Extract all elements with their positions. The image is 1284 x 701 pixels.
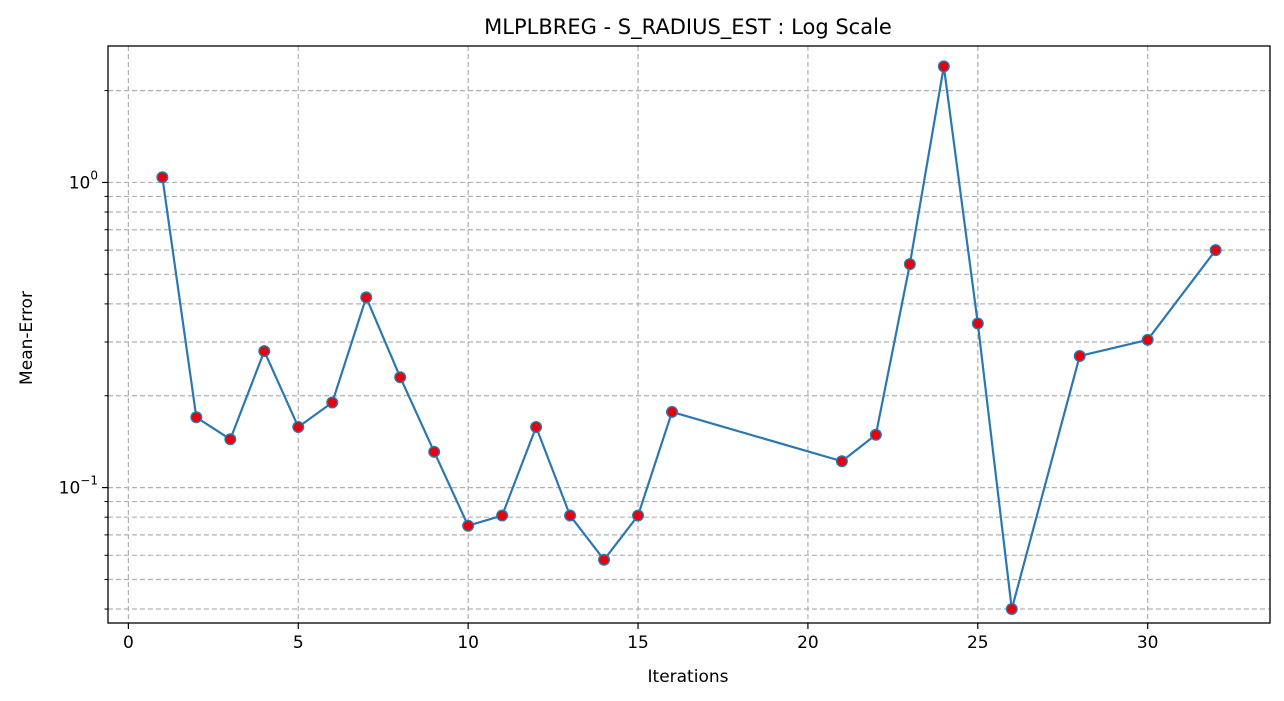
data-point — [190, 411, 203, 424]
chart-title: MLPLBREG - S_RADIUS_EST : Log Scale — [484, 15, 892, 40]
data-point — [971, 317, 984, 330]
data-point — [326, 396, 339, 409]
data-point — [903, 258, 916, 271]
data-point — [564, 509, 577, 522]
data-point — [835, 455, 848, 468]
series-layer — [156, 60, 1222, 616]
x-tick-label: 15 — [627, 633, 649, 653]
data-point — [224, 433, 237, 446]
data-point — [632, 509, 645, 522]
data-point — [258, 345, 271, 358]
data-point — [1209, 244, 1222, 257]
data-point — [530, 420, 543, 433]
data-point — [937, 60, 950, 73]
data-point — [1005, 603, 1018, 616]
x-tick-label: 30 — [1137, 633, 1159, 653]
x-tick-label: 25 — [967, 633, 989, 653]
data-point — [394, 371, 407, 384]
data-point — [869, 428, 882, 441]
y-tick-label: 10−1 — [59, 474, 98, 499]
data-point — [292, 420, 305, 433]
data-point — [666, 405, 679, 418]
x-tick-label: 0 — [123, 633, 134, 653]
x-tick-label: 10 — [457, 633, 479, 653]
y-tick-label: 100 — [69, 168, 98, 193]
x-tick-label: 5 — [293, 633, 304, 653]
grid — [108, 46, 1270, 623]
data-point — [156, 171, 169, 184]
series-line — [161, 65, 1217, 611]
data-point — [496, 509, 509, 522]
data-point — [1141, 333, 1154, 346]
x-axis-label: Iterations — [648, 667, 729, 687]
data-point — [598, 553, 611, 566]
data-point — [360, 291, 373, 304]
x-tick-label: 20 — [797, 633, 819, 653]
data-point — [462, 519, 475, 532]
data-point — [428, 445, 441, 458]
tick-layer: 0 5 10 15 20 25 30 100 10−1 — [59, 90, 1159, 653]
data-point — [1073, 349, 1086, 362]
y-axis-label: Mean-Error — [17, 291, 37, 385]
plot-frame — [107, 45, 1271, 624]
